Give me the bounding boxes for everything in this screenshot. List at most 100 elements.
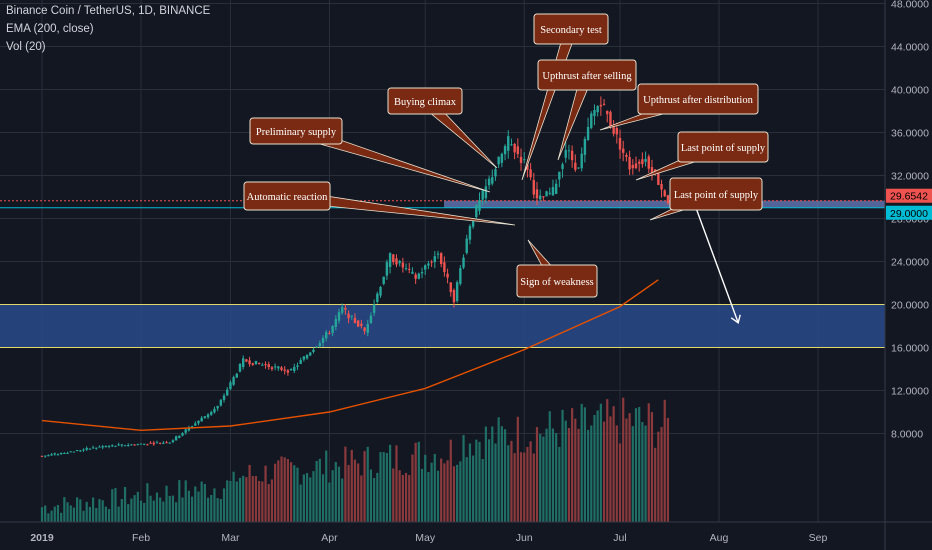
volume-bar [366,446,369,522]
candle-body [216,405,219,409]
volume-bar [181,497,184,522]
candle-body [513,143,516,153]
volume-bar [232,471,235,522]
price-tag [886,188,932,203]
candle-body [372,304,376,313]
callout-box [516,264,598,298]
volume-bar [382,452,385,522]
candle-body [238,363,242,372]
volume-bar [318,458,321,522]
volume-bar [577,428,580,522]
volume-bar [334,461,337,522]
volume-bar [312,471,315,522]
candle-body [484,186,488,199]
volume-bar [462,434,465,522]
volume-bar [414,442,417,522]
volume-bar [526,446,529,522]
candle-body [554,183,558,194]
volume-bar [60,512,63,522]
candle-body [369,315,373,324]
candle-body [439,253,443,265]
candle-body [580,153,583,169]
volume-bar [286,459,289,522]
candle-body [650,167,654,176]
volume-bar [449,439,452,522]
y-tick-label: 36.0000 [891,128,929,140]
volume-bar [79,499,82,522]
candle-body [491,177,494,184]
callout-box [387,87,463,115]
callout-label: Last point of supply [674,190,759,201]
volume-bar [344,446,347,522]
candle-body [395,258,398,265]
candle-body [388,253,392,268]
candle-body [408,268,411,270]
candle-body [53,453,56,455]
candle-body [385,262,389,276]
volume-bar [127,504,130,522]
candle-body [222,395,226,400]
volume-bar [567,428,571,522]
y-tick-label: 44.0000 [891,42,929,54]
volume-bar [571,408,574,522]
y-tick-label: 24.0000 [891,257,929,269]
volume-bar [564,420,567,522]
candle-body [641,159,644,165]
candle-body [117,444,120,446]
volume-bar [475,439,478,522]
volume-bar [133,495,136,522]
candle-body [634,163,638,169]
callout-box [637,83,759,115]
volume-bar [280,456,283,522]
candle-body [334,319,338,327]
candle-body [248,360,251,365]
x-tick-label: Feb [132,532,150,544]
candle-body [583,138,587,155]
volume-bar [666,417,670,522]
candle-body [529,169,532,178]
candle-body [663,190,666,197]
volume-bar [539,434,542,522]
volume-bar [650,412,654,522]
volume-bar [379,452,382,522]
volume-bar [654,447,657,522]
candle-body [130,444,133,446]
volume-bar [660,427,663,522]
volume-bar [264,465,267,522]
volume-bar [146,483,149,522]
volume-bar [210,494,213,522]
candle-body [245,359,248,362]
callout-label: Upthrust after selling [542,71,632,82]
volume-bar [337,466,341,522]
candle-body [538,195,542,200]
candle-body [88,448,92,450]
candle-body [197,420,200,424]
candle-body [599,104,603,107]
volume-bar [446,460,449,522]
x-tick-label: Sep [809,532,828,544]
volume-bar [615,425,618,522]
volume-bar [123,487,127,522]
candle-body [337,312,341,321]
volume-bar [53,506,56,522]
candle-body [503,145,507,155]
demand-zone [0,304,885,348]
volume-bar [56,505,60,522]
candle-body [328,333,331,335]
candle-body [465,238,468,253]
volume-bar [50,510,53,522]
volume-bar [171,495,175,522]
volume-bar [309,477,312,522]
candle-body [280,367,283,370]
volume-bar [216,498,219,522]
candle-body [443,262,446,273]
volume-bar [373,477,376,522]
volume-bar [101,500,104,522]
volume-bar [63,497,66,522]
candle-body [468,226,472,240]
volume-bar [481,458,484,522]
callout-label: Preliminary supply [256,127,337,138]
candle-body [75,450,79,452]
volume-bar [95,507,98,522]
